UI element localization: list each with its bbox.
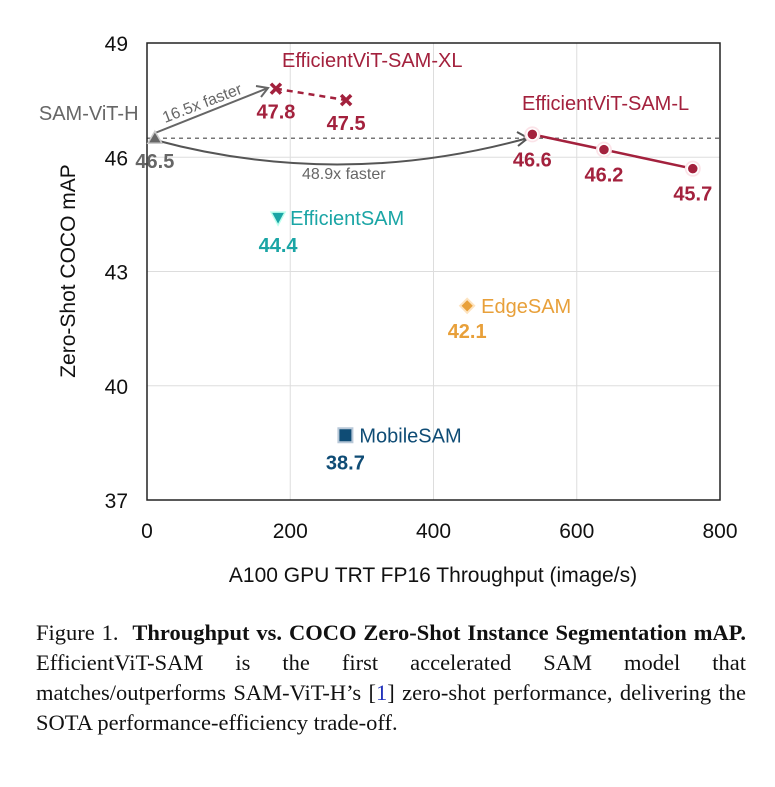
data-label: 46.2: [584, 165, 623, 187]
data-label: 45.7: [673, 184, 712, 206]
tick-labels: 0 200 400 600 800 37 40 43 46 49: [105, 33, 738, 543]
plot-frame: [146, 42, 721, 501]
x-tick-label: 600: [559, 520, 594, 543]
data-label: 47.5: [327, 113, 366, 135]
y-tick-label: 43: [105, 262, 128, 285]
series-marks: 46.5 SAM-ViT-H 47.8 47.5 EfficientViT-SAM-XL…: [39, 50, 712, 474]
arrow-16x-head: [255, 85, 270, 98]
data-label: 46.6: [513, 149, 552, 171]
data-point: [269, 82, 283, 95]
series-name-label: MobileSAM: [359, 425, 461, 447]
citation-link[interactable]: 1: [376, 680, 388, 705]
caption-bold: Throughput vs. COCO Zero-Shot Instance S…: [132, 620, 746, 645]
series-name-label: SAM-ViT-H: [39, 103, 139, 125]
data-label: 46.5: [135, 151, 174, 173]
chart: 0 200 400 600 800 37 40 43 46 49 A100 GPU TRT FP1…: [39, 33, 738, 587]
data-point: [597, 143, 611, 156]
series-name-label: EdgeSAM: [481, 296, 571, 318]
data-point: [337, 427, 354, 444]
series-line: [532, 133, 694, 170]
data-label: 42.1: [448, 321, 487, 343]
y-tick-label: 49: [105, 33, 128, 56]
y-axis-label: Zero-Shot COCO mAP: [57, 164, 80, 378]
data-point: [269, 211, 287, 227]
series-line: [275, 87, 347, 102]
data-point: [526, 128, 539, 141]
x-tick-label: 400: [416, 520, 451, 543]
arrow-16x: [154, 87, 269, 134]
x-tick-label: 0: [141, 520, 153, 543]
annotation-16x: 16.5x faster: [160, 81, 245, 127]
y-tick-label: 37: [105, 490, 128, 513]
data-point: [686, 162, 700, 175]
x-tick-label: 800: [702, 520, 737, 543]
data-label: 47.8: [256, 102, 295, 124]
data-point: [339, 93, 353, 107]
y-tick-label: 40: [105, 376, 128, 399]
data-label: 44.4: [259, 235, 299, 257]
caption-text-2: ] zero-shot performance, delivering the …: [36, 680, 746, 735]
x-axis-label: A100 GPU TRT FP16 Throughput (image/s): [229, 564, 637, 587]
caption-text: EfficientViT-SAM is the first accelerate…: [36, 650, 746, 705]
annotation-48x: 48.9x faster: [302, 166, 386, 183]
data-point: [146, 129, 164, 144]
series-name-label: EfficientViT-SAM-XL: [282, 50, 462, 72]
series-name-label: EfficientSAM: [290, 208, 404, 230]
data-point: [458, 297, 476, 315]
x-tick-label: 200: [273, 520, 308, 543]
data-label: 38.7: [326, 452, 365, 474]
series-name-label: EfficientViT-SAM-L: [522, 93, 689, 115]
caption-prefix: Figure 1.: [36, 620, 119, 645]
y-tick-label: 46: [105, 147, 128, 170]
figure-caption: Figure 1. Throughput vs. COCO Zero-Shot …: [36, 618, 746, 738]
arrow-48x: [154, 137, 529, 166]
